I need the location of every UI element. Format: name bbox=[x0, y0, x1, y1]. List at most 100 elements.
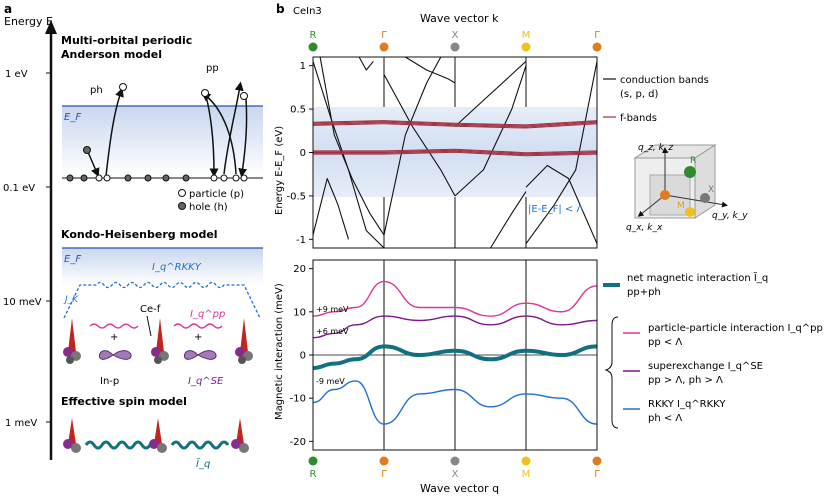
kpoint-dot-bottom bbox=[521, 456, 531, 466]
kpoint-label-bottom: Γ bbox=[381, 469, 387, 480]
panel-b-label: b bbox=[276, 2, 285, 16]
pp-arrow-2 bbox=[223, 81, 244, 175]
legend-particle-label: particle (p) bbox=[189, 189, 244, 200]
legend-se-label2: pp > Λ, ph > Λ bbox=[648, 375, 723, 386]
bz-point-r bbox=[684, 166, 696, 178]
bottom-axis-title: Wave vector q bbox=[420, 482, 499, 495]
hole-circle bbox=[66, 174, 74, 182]
tick-01ev-label: 0.1 eV bbox=[3, 183, 35, 194]
ipp-label: I_q^pp bbox=[190, 309, 225, 320]
spin-arrow-icon bbox=[68, 318, 76, 352]
band-ytick-label: -1 bbox=[296, 235, 306, 246]
legend-rkky-label: RKKY I_q^RKKY bbox=[648, 399, 726, 410]
mag-series-line bbox=[312, 344, 598, 370]
top-axis-title: Wave vector k bbox=[420, 12, 499, 25]
kondo-fermi-shade bbox=[62, 248, 263, 285]
pp-wave-right bbox=[173, 323, 223, 329]
legend-hole-label: hole (h) bbox=[189, 202, 228, 213]
kpoint-dot-bottom bbox=[308, 456, 318, 466]
legend-conduction-label: conduction bands bbox=[620, 75, 709, 86]
spin-arrow-icon bbox=[236, 418, 244, 444]
hole-circle bbox=[80, 174, 88, 182]
compound-label: CeIn3 bbox=[293, 6, 322, 17]
f-band bbox=[312, 120, 598, 126]
particles-and-holes bbox=[66, 83, 248, 182]
atom-icon bbox=[231, 439, 241, 449]
kpoint-dot-bottom bbox=[450, 456, 460, 466]
pp-arrow-1 bbox=[205, 95, 219, 178]
energy-axis-arrow-icon bbox=[45, 20, 57, 34]
conduction-band bbox=[358, 56, 374, 71]
hole-circle bbox=[182, 174, 190, 182]
legend-pp-label: particle-particle interaction I_q^pp bbox=[648, 323, 823, 334]
mag-ytick-label: -10 bbox=[290, 394, 306, 405]
atom-icon bbox=[66, 356, 74, 364]
p-orbital-right bbox=[183, 350, 217, 360]
hole-circle bbox=[162, 174, 170, 182]
particle-circle bbox=[240, 174, 248, 182]
hole-arrow bbox=[87, 151, 100, 178]
particle-circle bbox=[103, 174, 111, 182]
atom-icon bbox=[151, 347, 161, 357]
legend-net-label: net magnetic interaction Ĩ_q bbox=[627, 271, 768, 284]
legend-hole-icon bbox=[178, 202, 186, 210]
rkky-label: I_q^RKKY bbox=[152, 262, 202, 273]
mag-series-line bbox=[312, 380, 598, 425]
p-orbital-left bbox=[98, 350, 132, 360]
pp-arrow-3 bbox=[201, 92, 237, 175]
effective-spin-wave-left bbox=[84, 440, 152, 450]
f-band bbox=[312, 122, 598, 128]
band-ytick-label: 0 bbox=[300, 148, 306, 159]
mag-yticks: 20 10 0 -10 -20 bbox=[290, 264, 313, 448]
bz-point-m bbox=[685, 207, 695, 217]
inp-label: In-p bbox=[100, 376, 119, 387]
bz-x-label: X bbox=[708, 185, 714, 195]
bz-r-label: R bbox=[690, 156, 696, 166]
spin-cluster bbox=[63, 418, 81, 453]
tick-10mev-label: 10 meV bbox=[3, 297, 42, 308]
mag-ytick-label: 10 bbox=[293, 307, 306, 318]
bz-axis-x bbox=[637, 194, 666, 217]
mag-series-line bbox=[312, 315, 598, 339]
kpoint-dot-top bbox=[521, 42, 531, 52]
bz-qx-label: q_x, k_x bbox=[626, 223, 663, 233]
bz-qy-label: q_y, k_y bbox=[712, 211, 748, 221]
cef-label: Ce-f bbox=[140, 304, 161, 315]
kpoint-label-top: X bbox=[452, 30, 459, 41]
ise-label: I_q^SE bbox=[188, 376, 224, 387]
tick-1mev-label: 1 meV bbox=[5, 418, 37, 429]
atom-icon bbox=[235, 347, 245, 357]
atom-icon bbox=[63, 347, 73, 357]
magnetic-interaction-plot bbox=[312, 280, 598, 425]
itilde-label: Ĩ_q bbox=[196, 457, 210, 470]
pp-arrow-4 bbox=[238, 98, 248, 178]
hole-circle bbox=[83, 146, 91, 154]
hole-circle bbox=[124, 174, 132, 182]
f-band bbox=[312, 123, 598, 129]
ph-excitation-arrow bbox=[105, 87, 124, 177]
legend-fband-label: f-bands bbox=[620, 113, 657, 124]
plus-sign: + bbox=[194, 332, 202, 343]
band-ytick-label: -0.5 bbox=[286, 191, 306, 202]
ann-6mev: +6 meV bbox=[316, 327, 349, 336]
spin-cluster bbox=[151, 318, 169, 364]
kpoint-dot-top bbox=[379, 42, 389, 52]
spin-cluster bbox=[149, 418, 167, 453]
kpoint-dot-top bbox=[308, 42, 318, 52]
cef-pointer bbox=[146, 315, 152, 337]
f-band bbox=[313, 151, 598, 157]
f-band bbox=[313, 149, 598, 155]
particle-circle bbox=[220, 174, 228, 182]
bz-qz-label: q_z, k_z bbox=[638, 143, 673, 153]
particle-circle bbox=[201, 89, 209, 97]
mag-ytick-label: -20 bbox=[290, 437, 306, 448]
spin-cluster bbox=[63, 318, 81, 364]
atom-icon bbox=[149, 439, 159, 449]
kpoint-label-bottom: Γ bbox=[594, 469, 600, 480]
conduction-band bbox=[525, 61, 598, 245]
plus-sign: + bbox=[110, 332, 118, 343]
panel-a-label: a bbox=[4, 2, 12, 16]
band-ytick-label: 1 bbox=[300, 61, 306, 72]
legend-particle-icon bbox=[178, 189, 186, 197]
